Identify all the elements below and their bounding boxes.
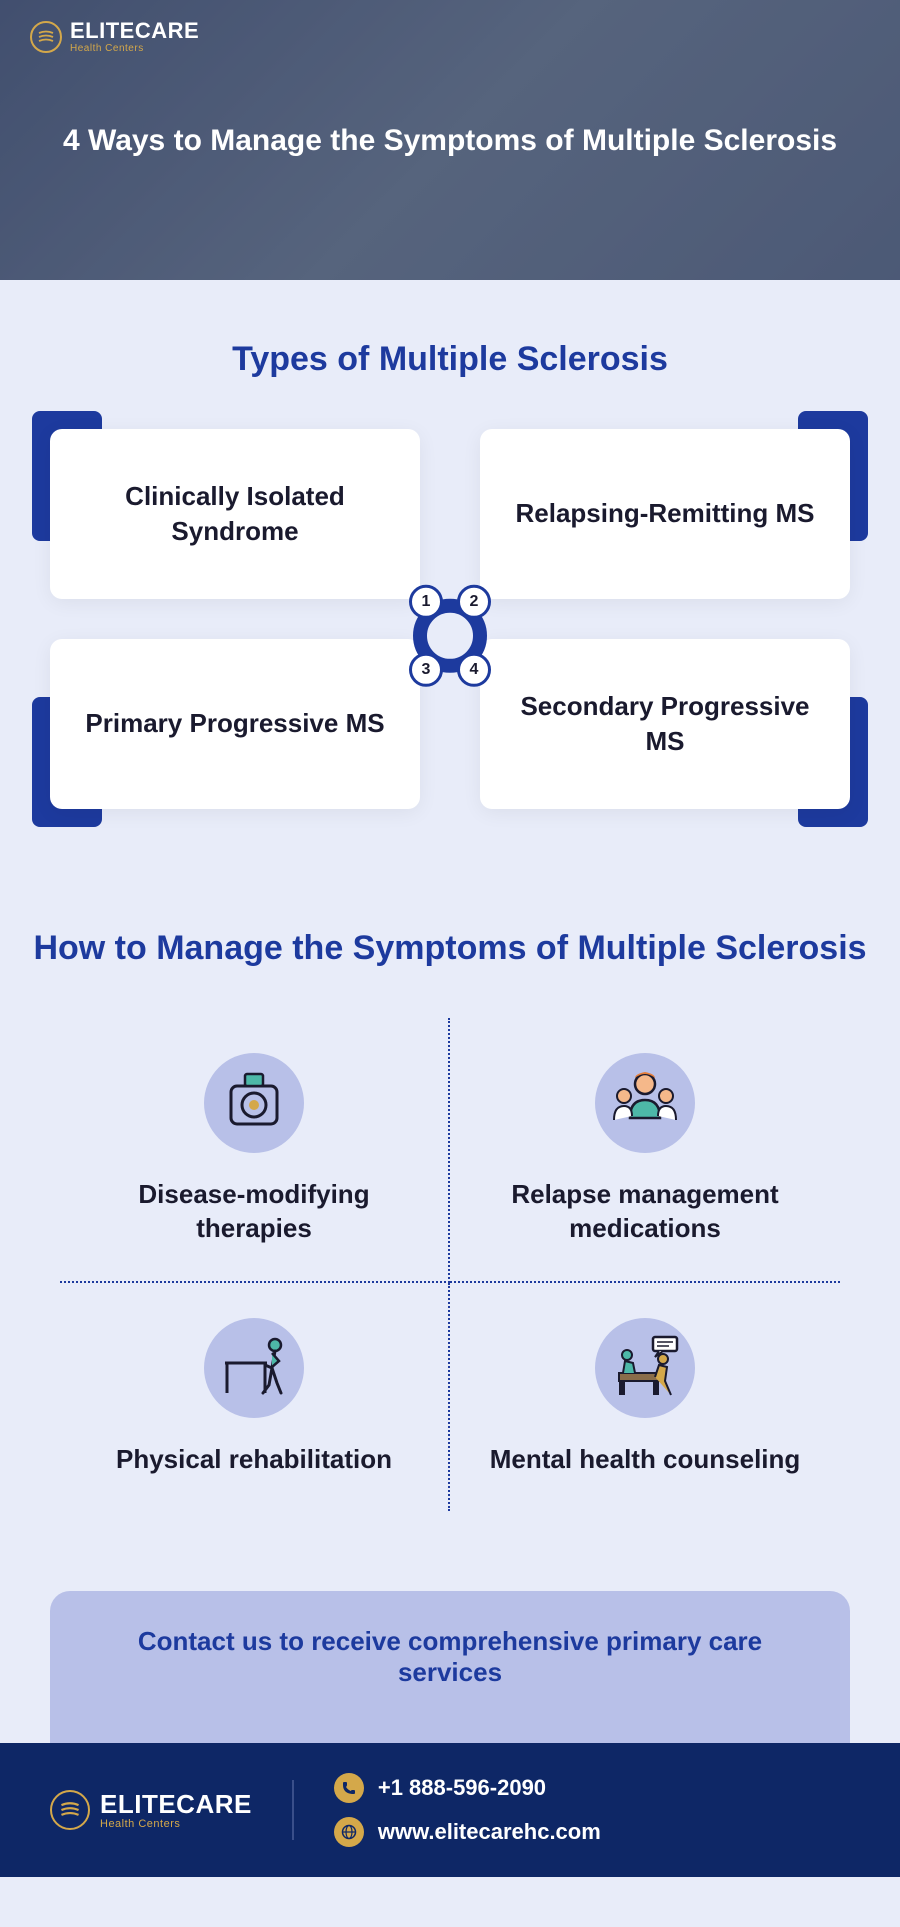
cta-banner: Contact us to receive comprehensive prim… <box>50 1591 850 1743</box>
ring-number-4: 4 <box>457 653 491 687</box>
manage-item-3: Physical rehabilitation <box>60 1283 450 1512</box>
phone-number: +1 888-596-2090 <box>378 1775 546 1801</box>
ring-number-2: 2 <box>457 585 491 619</box>
type-card-label: Clinically Isolated Syndrome <box>80 479 390 549</box>
footer-logo: ELITECARE Health Centers <box>50 1790 252 1830</box>
footer-contact: +1 888-596-2090 www.elitecarehc.com <box>334 1773 601 1847</box>
type-card-1: Clinically Isolated Syndrome <box>50 429 420 599</box>
manage-item-1: Disease-modifying therapies <box>60 1018 450 1283</box>
logo-mark-icon <box>30 21 62 53</box>
phone-row: +1 888-596-2090 <box>334 1773 601 1803</box>
counseling-icon <box>595 1318 695 1418</box>
manage-item-4: Mental health counseling <box>450 1283 840 1512</box>
medical-team-icon <box>595 1053 695 1153</box>
manage-label: Physical rehabilitation <box>90 1443 418 1477</box>
ring-number-3: 3 <box>409 653 443 687</box>
types-section-title: Types of Multiple Sclerosis <box>30 340 870 379</box>
logo-name-2: CARE <box>135 18 199 43</box>
header-logo: ELITECARE Health Centers <box>30 20 870 54</box>
type-card-2: Relapsing-Remitting MS <box>480 429 850 599</box>
footer: ELITECARE Health Centers +1 888-596-2090… <box>0 1743 900 1877</box>
cta-text: Contact us to receive comprehensive prim… <box>138 1626 762 1687</box>
manage-grid: Disease-modifying therapies Relapse mana… <box>0 1018 900 1561</box>
logo-text: ELITECARE Health Centers <box>100 1791 252 1830</box>
types-section: Clinically Isolated Syndrome Relapsing-R… <box>0 429 900 869</box>
hero-title: 4 Ways to Manage the Symptoms of Multipl… <box>30 124 870 158</box>
manage-label: Disease-modifying therapies <box>90 1178 418 1246</box>
center-ring: 1 2 3 4 <box>395 581 505 691</box>
hero-banner: ELITECARE Health Centers 4 Ways to Manag… <box>0 0 900 280</box>
type-card-label: Relapsing-Remitting MS <box>515 496 814 531</box>
logo-name-1: ELITE <box>100 1789 176 1819</box>
website-row: www.elitecarehc.com <box>334 1817 601 1847</box>
globe-icon <box>334 1817 364 1847</box>
logo-mark-icon <box>50 1790 90 1830</box>
phone-icon <box>334 1773 364 1803</box>
manage-section-title: How to Manage the Symptoms of Multiple S… <box>30 929 870 968</box>
type-card-4: Secondary Progressive MS <box>480 639 850 809</box>
footer-divider <box>292 1780 294 1840</box>
type-card-3: Primary Progressive MS <box>50 639 420 809</box>
type-card-label: Primary Progressive MS <box>85 706 384 741</box>
logo-name-1: ELITE <box>70 18 135 43</box>
logo-text: ELITECARE Health Centers <box>70 20 199 54</box>
manage-item-2: Relapse management medications <box>450 1018 840 1283</box>
manage-label: Relapse management medications <box>480 1178 810 1246</box>
logo-name-2: CARE <box>176 1789 252 1819</box>
ring-number-1: 1 <box>409 585 443 619</box>
physio-icon <box>204 1318 304 1418</box>
mri-icon <box>204 1053 304 1153</box>
logo-tagline: Health Centers <box>100 1819 252 1830</box>
type-card-label: Secondary Progressive MS <box>510 689 820 759</box>
website-url: www.elitecarehc.com <box>378 1819 601 1845</box>
logo-tagline: Health Centers <box>70 44 199 54</box>
manage-label: Mental health counseling <box>480 1443 810 1477</box>
